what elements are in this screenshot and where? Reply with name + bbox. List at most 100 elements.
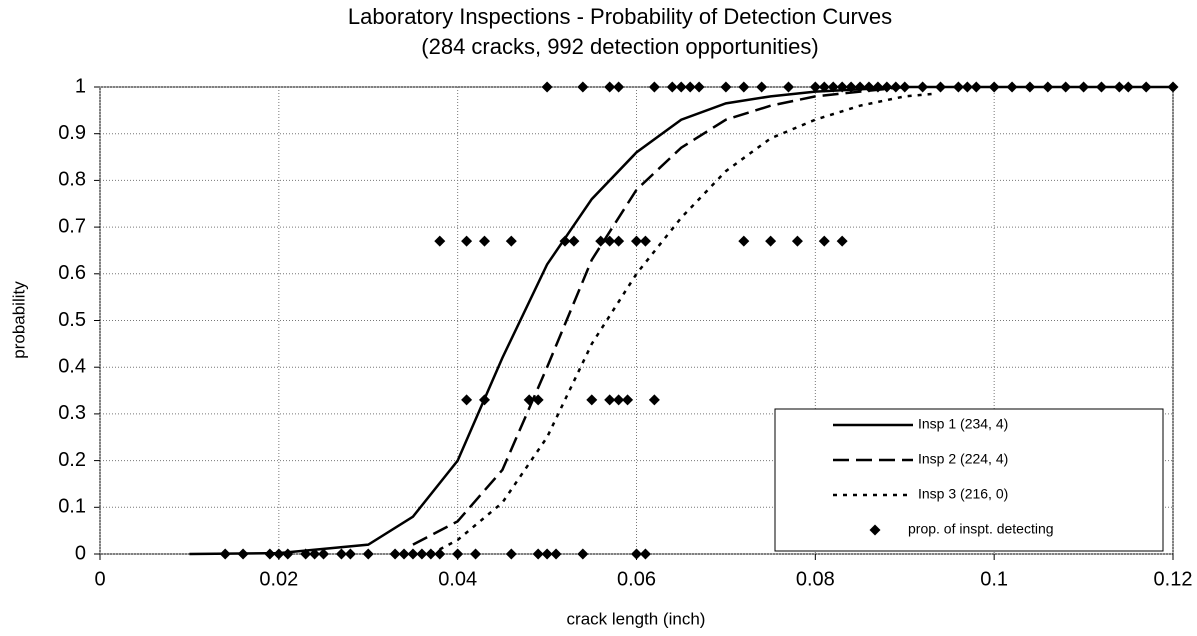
point bbox=[237, 548, 249, 560]
point bbox=[398, 548, 410, 560]
point bbox=[586, 394, 598, 406]
point bbox=[622, 394, 634, 406]
point bbox=[631, 235, 642, 247]
y-tick-label: 0.5 bbox=[58, 309, 86, 331]
point bbox=[872, 81, 884, 93]
point bbox=[613, 81, 625, 93]
point bbox=[738, 235, 750, 247]
point bbox=[478, 235, 490, 247]
point bbox=[765, 235, 777, 247]
point bbox=[318, 548, 330, 560]
x-axis-label: crack length (inch) bbox=[567, 609, 706, 628]
point bbox=[648, 394, 660, 406]
point bbox=[899, 81, 911, 93]
point bbox=[1060, 81, 1072, 93]
point bbox=[300, 548, 312, 560]
point bbox=[461, 394, 473, 406]
point bbox=[389, 548, 401, 560]
point bbox=[604, 394, 616, 406]
point bbox=[282, 548, 294, 560]
point bbox=[970, 81, 982, 93]
point bbox=[478, 394, 490, 406]
y-tick-label: 0 bbox=[75, 542, 86, 564]
point bbox=[505, 235, 517, 247]
point bbox=[550, 548, 562, 560]
point bbox=[1122, 81, 1134, 93]
point bbox=[881, 81, 893, 93]
point bbox=[961, 81, 973, 93]
point bbox=[613, 394, 625, 406]
y-tick-label: 0.3 bbox=[58, 402, 86, 424]
point bbox=[264, 548, 276, 560]
point bbox=[505, 548, 517, 560]
point bbox=[532, 394, 544, 406]
legend-label: prop. of inspt. detecting bbox=[908, 521, 1054, 537]
point bbox=[756, 81, 768, 93]
point bbox=[541, 81, 553, 93]
legend: Insp 1 (234, 4) Insp 2 (224, 4) Insp 3 (21… bbox=[774, 408, 1164, 552]
point bbox=[532, 548, 544, 560]
y-tick-label: 0.8 bbox=[58, 169, 86, 191]
point bbox=[648, 81, 660, 93]
point bbox=[693, 81, 705, 93]
point bbox=[639, 548, 651, 560]
point bbox=[917, 81, 929, 93]
point bbox=[577, 548, 589, 560]
point bbox=[738, 81, 750, 93]
point bbox=[1042, 81, 1054, 93]
legend-label: Insp 2 (224, 4) bbox=[918, 451, 1008, 467]
x-tick-label: 0.06 bbox=[617, 568, 656, 590]
point bbox=[890, 81, 902, 93]
legend-box bbox=[774, 408, 1164, 552]
point bbox=[613, 235, 625, 247]
point bbox=[362, 548, 374, 560]
point bbox=[541, 548, 553, 560]
point bbox=[631, 548, 642, 560]
point bbox=[1167, 81, 1179, 93]
point bbox=[988, 81, 1000, 93]
point bbox=[836, 235, 848, 247]
y-tick-label: 0.4 bbox=[58, 355, 86, 377]
point bbox=[595, 235, 607, 247]
y-tick-label: 0.9 bbox=[58, 122, 86, 144]
point bbox=[461, 235, 473, 247]
point bbox=[452, 548, 464, 560]
point bbox=[407, 548, 419, 560]
point bbox=[935, 81, 947, 93]
y-axis-label: probability bbox=[9, 281, 28, 359]
legend-label: Insp 3 (216, 0) bbox=[918, 486, 1008, 502]
chart-title: Laboratory Inspections - Probability of … bbox=[348, 4, 892, 29]
point bbox=[720, 81, 732, 93]
point bbox=[309, 548, 321, 560]
point bbox=[416, 548, 428, 560]
y-tick-label: 1 bbox=[75, 75, 86, 97]
x-tick-label: 0.1 bbox=[980, 568, 1008, 590]
point bbox=[344, 548, 356, 560]
point bbox=[1006, 81, 1018, 93]
point bbox=[577, 81, 589, 93]
point bbox=[854, 81, 866, 93]
point bbox=[604, 81, 616, 93]
x-tick-label: 0.12 bbox=[1154, 568, 1193, 590]
point bbox=[1078, 81, 1090, 93]
y-tick-label: 0.6 bbox=[58, 262, 86, 284]
curve bbox=[430, 92, 932, 556]
point bbox=[684, 81, 696, 93]
point bbox=[863, 81, 875, 93]
point bbox=[523, 394, 535, 406]
point bbox=[791, 235, 803, 247]
point bbox=[273, 548, 285, 560]
curve bbox=[412, 85, 905, 546]
y-tick-label: 0.7 bbox=[58, 215, 86, 237]
point bbox=[845, 81, 857, 93]
point bbox=[639, 235, 651, 247]
point bbox=[1024, 81, 1036, 93]
point bbox=[1095, 81, 1107, 93]
point bbox=[434, 548, 446, 560]
x-tick-label: 0.02 bbox=[259, 568, 298, 590]
point bbox=[425, 548, 437, 560]
point bbox=[836, 81, 848, 93]
point bbox=[219, 548, 231, 560]
point bbox=[1140, 81, 1152, 93]
